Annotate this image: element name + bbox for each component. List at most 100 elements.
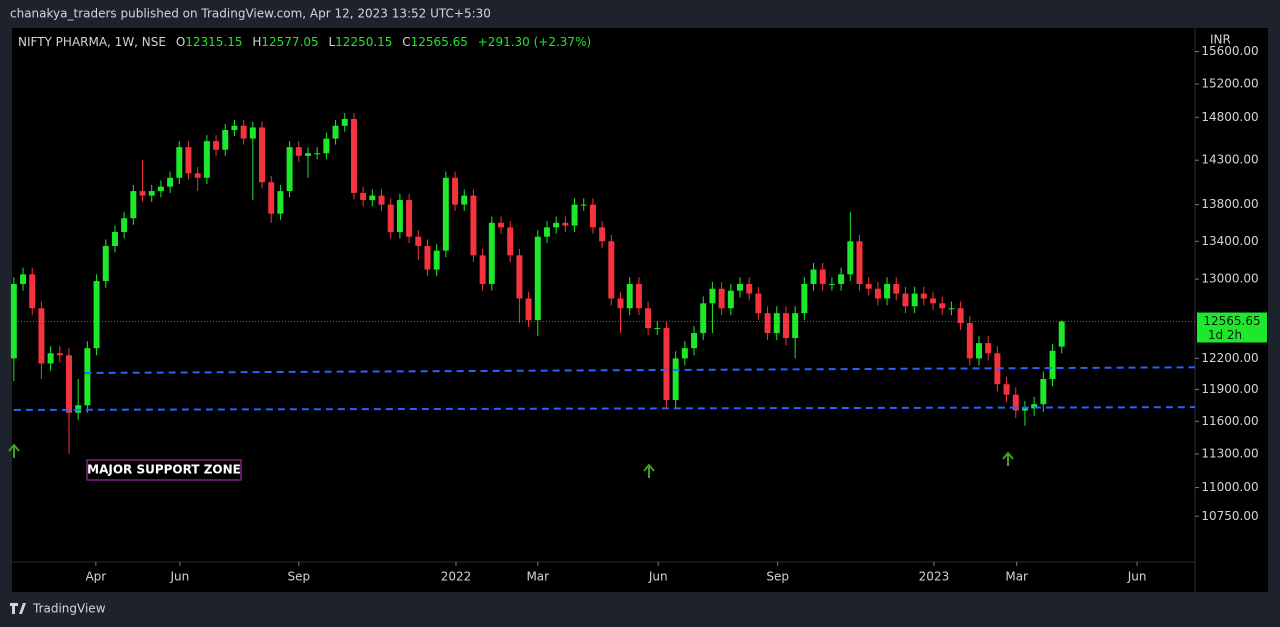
candle-body [599,227,606,242]
x-tick-label: Apr [85,570,106,584]
y-tick-label: 11000.00 [1201,480,1258,494]
x-tick-label: Mar [526,570,549,584]
l-label: L [328,35,335,49]
candle-body [1058,321,1065,347]
o-value: 12315.15 [185,35,242,49]
candle-body [121,218,128,233]
candle-body [295,147,302,156]
y-tick-label: 11300.00 [1201,446,1258,460]
candle-body [194,173,201,178]
arrow [643,463,655,478]
candle-body [185,147,192,174]
brand: TradingView [32,602,106,616]
change: +291.30 (+2.37%) [478,35,591,49]
candle-body [819,269,826,284]
candle-body [213,141,220,150]
candle-body [176,147,183,178]
candle-body [10,283,17,359]
candle-body [130,191,137,219]
candle-body [84,348,91,406]
candle-body [672,358,679,400]
c-value: 12565.65 [411,35,468,49]
candle-body [157,186,164,192]
candle-body [543,227,550,237]
candle-body [56,353,63,356]
candle-body [580,204,587,206]
candle-body [20,274,27,284]
candle-body [782,313,789,339]
candle-body [773,313,780,334]
y-tick-label: 14300.00 [1201,153,1258,167]
y-tick-label: 13000.00 [1201,272,1258,286]
arrow [1002,451,1014,466]
annotation-box [86,459,242,481]
candle-body [387,204,394,233]
candle-body [479,255,486,284]
currency-bg [1197,30,1267,50]
candle-body [222,130,229,150]
y-tick-label: 14800.00 [1201,110,1258,124]
candle-body [902,293,909,307]
candle-body [792,313,799,339]
candle-body [111,232,118,246]
candle-body [948,308,955,310]
candle-body [589,204,596,228]
candle-body [939,303,946,309]
candle-body [691,333,698,349]
candle-body [139,191,146,196]
candle-body [167,177,174,187]
candle-body [911,293,918,307]
candle-body [259,127,266,183]
x-tick-label: Jun [1127,570,1147,584]
candle-body [47,353,54,364]
candle-body [286,147,293,192]
candle-body [507,227,514,256]
x-tick-label: Jun [169,570,189,584]
candle-body [718,288,725,309]
candle-body [406,200,413,237]
candle-body [1040,378,1047,405]
legend-line: NIFTY PHARMA, 1W, NSE O12315.15 H12577.0… [18,35,591,49]
candle-body [957,308,964,324]
candle-body [1012,394,1019,411]
candle-body [323,138,330,154]
candle-body [240,125,247,139]
candle-body [700,303,707,334]
candle-body [369,195,376,201]
candle-body [810,269,817,284]
candle-body [461,195,468,205]
candle-body [396,200,403,233]
candle-body [341,118,348,126]
candle-body [838,274,845,284]
candle-body [865,283,872,289]
candle-body [470,195,477,256]
candle-body [442,177,449,251]
candle-body [985,343,992,354]
candle-body [617,298,624,309]
candle-body [966,323,973,359]
candle-body [488,222,495,284]
candle-body [415,236,422,246]
y-tick-label: 13400.00 [1201,234,1258,248]
candle-body [847,241,854,275]
candle-body [801,283,808,314]
x-tick-label: 2023 [919,570,950,584]
h-value: 12577.05 [261,35,318,49]
y-tick-label: 10750.00 [1201,509,1258,523]
y-tick-label: 15200.00 [1201,77,1258,91]
currency: INR [1210,33,1231,47]
candle-body [93,281,100,349]
y-tick-label: 11900.00 [1201,382,1258,396]
countdown: 1d 2h [1208,328,1242,342]
candle-body [571,204,578,226]
x-tick-label: Sep [287,570,310,584]
candle-body [148,191,155,196]
support-line [13,406,1196,411]
candle-body [930,298,937,304]
y-tick-label: 12200.00 [1201,351,1258,365]
candle-body [654,328,661,330]
candle-body [424,245,431,270]
candle-body [635,283,642,309]
candle-body [525,298,532,321]
